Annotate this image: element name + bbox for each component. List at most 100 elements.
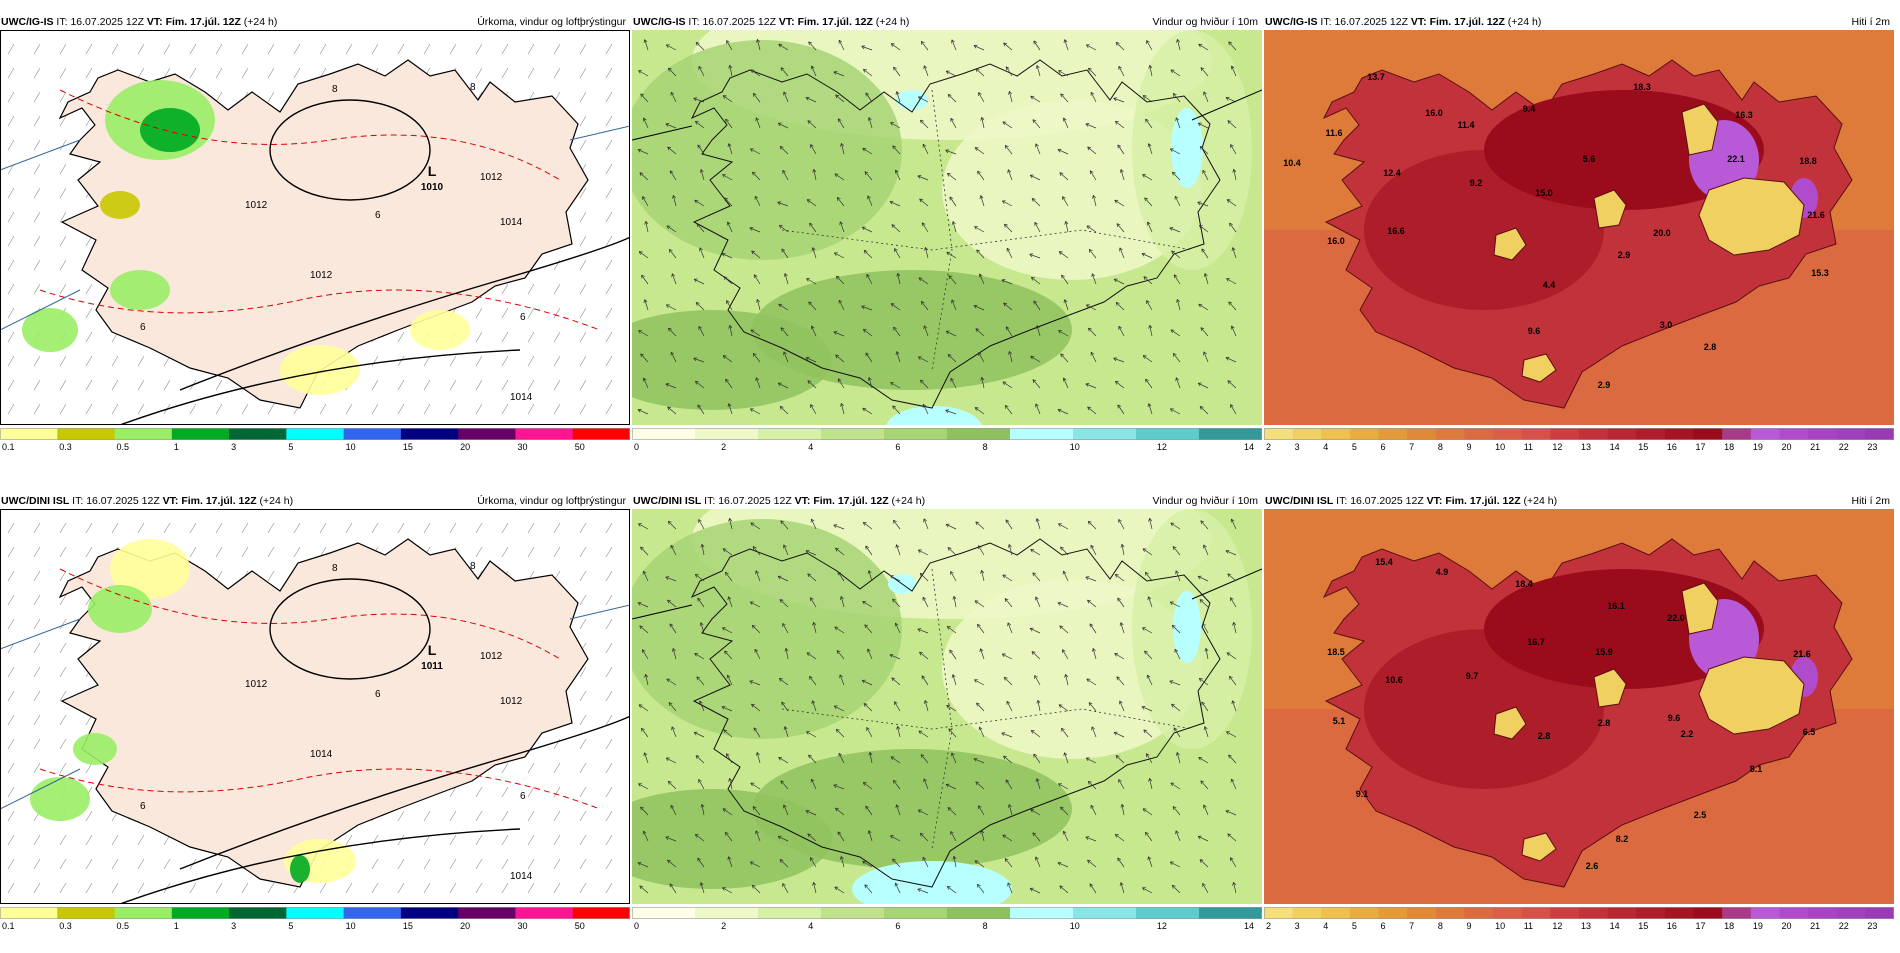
- it-label: IT:: [56, 16, 67, 28]
- panel-header: UWC/IG-IS IT: 16.07.2025 12Z VT: Fim. 17…: [1264, 14, 1894, 30]
- it-value: 16.07.2025 12Z: [86, 495, 160, 507]
- isobar-label: 1014: [510, 392, 533, 403]
- vt-value: Fim. 17.júl. 12Z: [1445, 495, 1520, 507]
- colorbar-tick-label: 5: [1352, 442, 1357, 452]
- temperature-value: 9.2: [1470, 178, 1483, 188]
- colorbar-swatch: [458, 907, 516, 919]
- colorbar-tick-label: 15: [403, 921, 413, 931]
- colorbar-swatch: [57, 428, 115, 440]
- temperature-value: 16.0: [1425, 108, 1443, 118]
- panel-title: Hiti í 2m: [1851, 14, 1890, 30]
- precip-area: [30, 777, 90, 821]
- temp-contour-label: 6: [140, 322, 146, 333]
- colorbar-swatch: [1751, 907, 1780, 919]
- precip-area: [88, 585, 152, 633]
- colorbar-swatch: [1779, 428, 1808, 440]
- colorbar-swatch: [458, 428, 516, 440]
- colorbar-swatch: [1464, 428, 1493, 440]
- colorbar-tick-label: 7: [1409, 442, 1414, 452]
- colorbar-swatch: [229, 907, 287, 919]
- colorbar-swatch: [1010, 428, 1074, 440]
- temperature-value: 11.4: [1457, 120, 1474, 130]
- panel-title: Vindur og hviður í 10m: [1153, 14, 1258, 30]
- colorbar-swatch: [1665, 428, 1694, 440]
- it-label: IT:: [688, 16, 699, 28]
- it-value: 16.07.2025 12Z: [1350, 495, 1424, 507]
- colorbar-swatch: [821, 907, 885, 919]
- temperature-value: 22.0: [1667, 613, 1685, 623]
- vt-value: Fim. 17.júl. 12Z: [798, 16, 873, 28]
- colorbar-tick-label: 3: [1295, 921, 1300, 931]
- colorbar-swatch: [1865, 907, 1894, 919]
- colorbar-tick-label: 20: [1781, 442, 1791, 452]
- colorbar-swatch: [1636, 428, 1665, 440]
- colorbar-swatch: [401, 428, 459, 440]
- temperature-value: 2.9: [1598, 380, 1611, 390]
- colorbar-tick-label: 20: [460, 921, 470, 931]
- colorbar-swatch: [632, 428, 696, 440]
- colorbar-swatch: [344, 428, 402, 440]
- colorbar-swatch: [1665, 907, 1694, 919]
- temperature-value: 10.4: [1283, 158, 1301, 168]
- isobar-label: 1012: [310, 270, 333, 281]
- temperature-value: 22.1: [1727, 154, 1745, 164]
- colorbar-swatch: [1436, 907, 1465, 919]
- lead-time: (+24 h): [892, 495, 926, 507]
- colorbar-tick-label: 4: [1323, 442, 1328, 452]
- colorbar-swatch: [1379, 428, 1408, 440]
- temperature-value: 2.9: [1618, 250, 1631, 260]
- pressure-low-letter: L: [428, 642, 437, 658]
- colorbar-swatch: [1136, 428, 1200, 440]
- colorbar-tick-label: 5: [1352, 921, 1357, 931]
- colorbar-swatch: [344, 907, 402, 919]
- temperature-value: 8.1: [1750, 764, 1763, 774]
- colorbar-tick-label: 6: [1381, 442, 1386, 452]
- colorbar-tick-label: 19: [1753, 442, 1763, 452]
- colorbar-tick-label: 0.1: [2, 442, 15, 452]
- it-label: IT:: [1320, 16, 1331, 28]
- panel-title: Úrkoma, vindur og loftþrýstingur: [477, 14, 626, 30]
- temp-contour-label: 6: [140, 801, 146, 812]
- panel-r0-temp: UWC/IG-IS IT: 16.07.2025 12Z VT: Fim. 17…: [1264, 14, 1894, 474]
- panel-r1-precip: UWC/DINI ISL IT: 16.07.2025 12Z VT: Fim.…: [0, 493, 630, 953]
- wind-speed-area: [632, 519, 902, 739]
- it-label: IT:: [704, 495, 715, 507]
- colorbar-tick-label: 12: [1157, 921, 1167, 931]
- colorbar-tick-label: 14: [1244, 442, 1254, 452]
- colorbar-swatch: [1608, 907, 1637, 919]
- colorbar-tick-label: 0.3: [59, 921, 72, 931]
- panel-header: UWC/DINI ISL IT: 16.07.2025 12Z VT: Fim.…: [0, 493, 630, 509]
- colorbar-tick-label: 0: [634, 921, 639, 931]
- temp-contour-label: 8: [470, 561, 476, 572]
- colorbar-tick-label: 21: [1810, 442, 1820, 452]
- colorbar-tick-label: 23: [1867, 921, 1877, 931]
- colorbar-swatch: [1694, 428, 1723, 440]
- colorbar-tick-label: 9: [1466, 921, 1471, 931]
- colorbar-swatch: [0, 428, 58, 440]
- colorbar-swatch: [1293, 907, 1322, 919]
- colorbar-swatch: [758, 907, 822, 919]
- colorbar-swatch: [286, 428, 344, 440]
- temperature-value: 15.4: [1375, 557, 1393, 567]
- model-name: UWC/IG-IS: [633, 16, 686, 28]
- temperature-value: 15.0: [1535, 188, 1553, 198]
- temperature-value: 18.3: [1633, 82, 1651, 92]
- colorbar-swatch: [1751, 428, 1780, 440]
- colorbar-swatch: [758, 428, 822, 440]
- colorbar-tick-label: 2: [1266, 921, 1271, 931]
- temperature-value: 10.6: [1385, 675, 1403, 685]
- colorbar-swatch: [1073, 428, 1137, 440]
- pressure-low-value: 1011: [421, 661, 443, 672]
- colorbar-tick-label: 15: [403, 442, 413, 452]
- temp-contour-label: 8: [332, 84, 338, 95]
- temperature-value: 11.6: [1325, 128, 1342, 138]
- isobar-label: 1012: [245, 679, 268, 690]
- colorbar-swatch: [1407, 907, 1436, 919]
- colorbar-tick-label: 21: [1810, 921, 1820, 931]
- colorbar-tick-label: 17: [1696, 442, 1706, 452]
- colorbar-swatch: [115, 907, 173, 919]
- colorbar-swatch: [1694, 907, 1723, 919]
